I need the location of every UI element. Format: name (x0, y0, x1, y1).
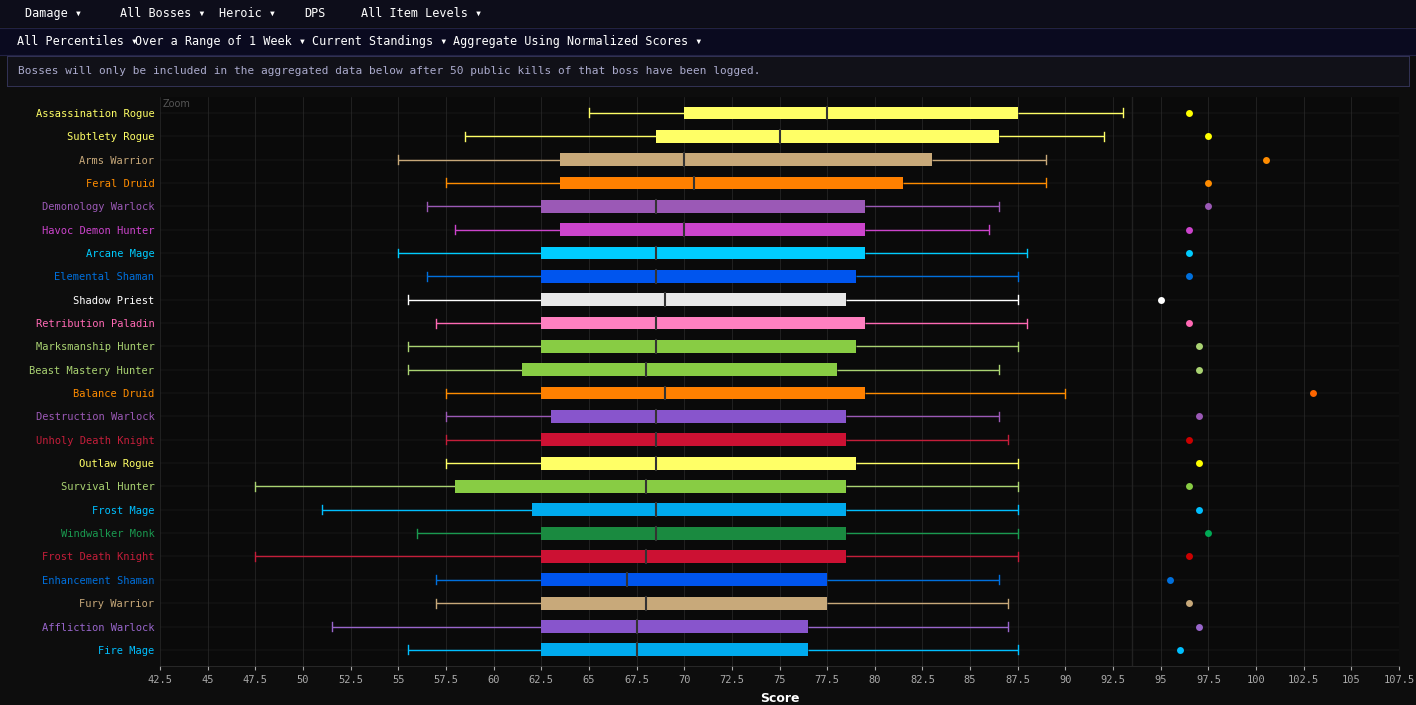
Bar (541, 620, 809, 633)
Bar (456, 480, 847, 493)
Text: Heroic ▾: Heroic ▾ (219, 7, 276, 20)
Bar (551, 410, 847, 423)
Text: DPS: DPS (304, 7, 326, 20)
Bar (561, 153, 932, 166)
Bar (532, 503, 847, 516)
Bar (541, 200, 865, 213)
Text: Over a Range of 1 Week ▾: Over a Range of 1 Week ▾ (135, 35, 306, 48)
Bar (561, 223, 865, 236)
Bar (541, 573, 827, 587)
Text: All Item Levels ▾: All Item Levels ▾ (361, 7, 483, 20)
Bar (541, 293, 847, 306)
Bar (541, 550, 847, 563)
Bar (684, 106, 1018, 119)
Bar (541, 247, 865, 259)
X-axis label: Score: Score (760, 692, 799, 705)
Bar (541, 457, 855, 470)
Bar (541, 527, 847, 539)
Bar (541, 644, 809, 656)
Bar (541, 340, 855, 352)
Text: Aggregate Using Normalized Scores ▾: Aggregate Using Normalized Scores ▾ (453, 35, 702, 48)
Bar (656, 130, 998, 142)
Bar (523, 363, 837, 376)
Bar (541, 270, 855, 283)
Bar (541, 386, 865, 400)
Bar (541, 317, 865, 329)
Text: Damage ▾: Damage ▾ (25, 7, 82, 20)
Text: All Percentiles ▾: All Percentiles ▾ (17, 35, 139, 48)
Text: Zoom: Zoom (163, 99, 190, 109)
Bar (541, 434, 847, 446)
Bar (561, 176, 903, 190)
Text: Bosses will only be included in the aggregated data below after 50 public kills : Bosses will only be included in the aggr… (18, 66, 760, 76)
Text: Current Standings ▾: Current Standings ▾ (312, 35, 447, 48)
Bar (541, 596, 827, 610)
Text: All Bosses ▾: All Bosses ▾ (120, 7, 205, 20)
